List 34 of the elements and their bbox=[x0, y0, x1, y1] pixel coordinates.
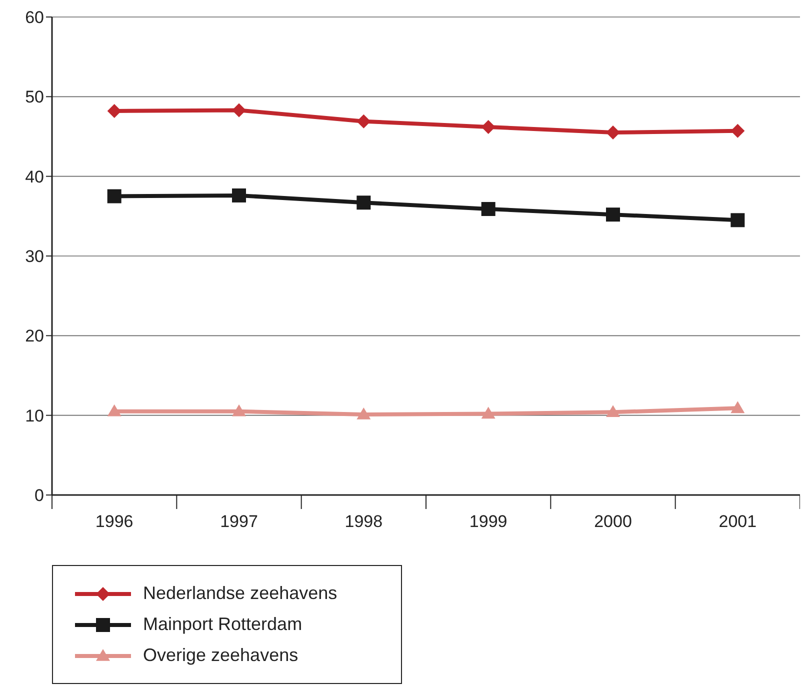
y-tick-label: 60 bbox=[25, 8, 44, 28]
x-tick-label: 1996 bbox=[95, 512, 134, 531]
x-tick-label: 2001 bbox=[718, 512, 757, 531]
x-tick-label: 1997 bbox=[220, 512, 258, 531]
y-tick-label: 20 bbox=[25, 326, 44, 346]
legend-label: Nederlandse zeehavens bbox=[143, 583, 338, 604]
point bbox=[606, 405, 620, 418]
legend-label: Overige zeehavens bbox=[143, 645, 298, 666]
point bbox=[232, 188, 246, 202]
point bbox=[356, 196, 371, 210]
point bbox=[481, 120, 496, 134]
x-tick-label: 2000 bbox=[594, 512, 632, 531]
point bbox=[107, 104, 122, 118]
legend-label: Mainport Rotterdam bbox=[143, 614, 302, 635]
point bbox=[356, 114, 371, 128]
y-tick-label: 50 bbox=[25, 88, 44, 107]
point bbox=[481, 406, 496, 419]
point bbox=[232, 103, 246, 118]
point bbox=[730, 124, 745, 138]
y-tick-label: 30 bbox=[25, 247, 44, 266]
point bbox=[606, 208, 620, 222]
point bbox=[606, 126, 620, 140]
point bbox=[107, 404, 122, 416]
y-tick-label: 10 bbox=[25, 406, 44, 426]
point bbox=[107, 189, 122, 204]
point bbox=[356, 408, 371, 420]
point bbox=[730, 213, 745, 228]
point bbox=[730, 401, 745, 414]
x-tick-label: 1999 bbox=[469, 512, 508, 531]
y-tick-label: 40 bbox=[25, 167, 44, 186]
point bbox=[481, 202, 496, 216]
x-tick-label: 1998 bbox=[344, 512, 383, 531]
y-tick-label: 0 bbox=[34, 486, 44, 506]
point bbox=[232, 404, 246, 416]
